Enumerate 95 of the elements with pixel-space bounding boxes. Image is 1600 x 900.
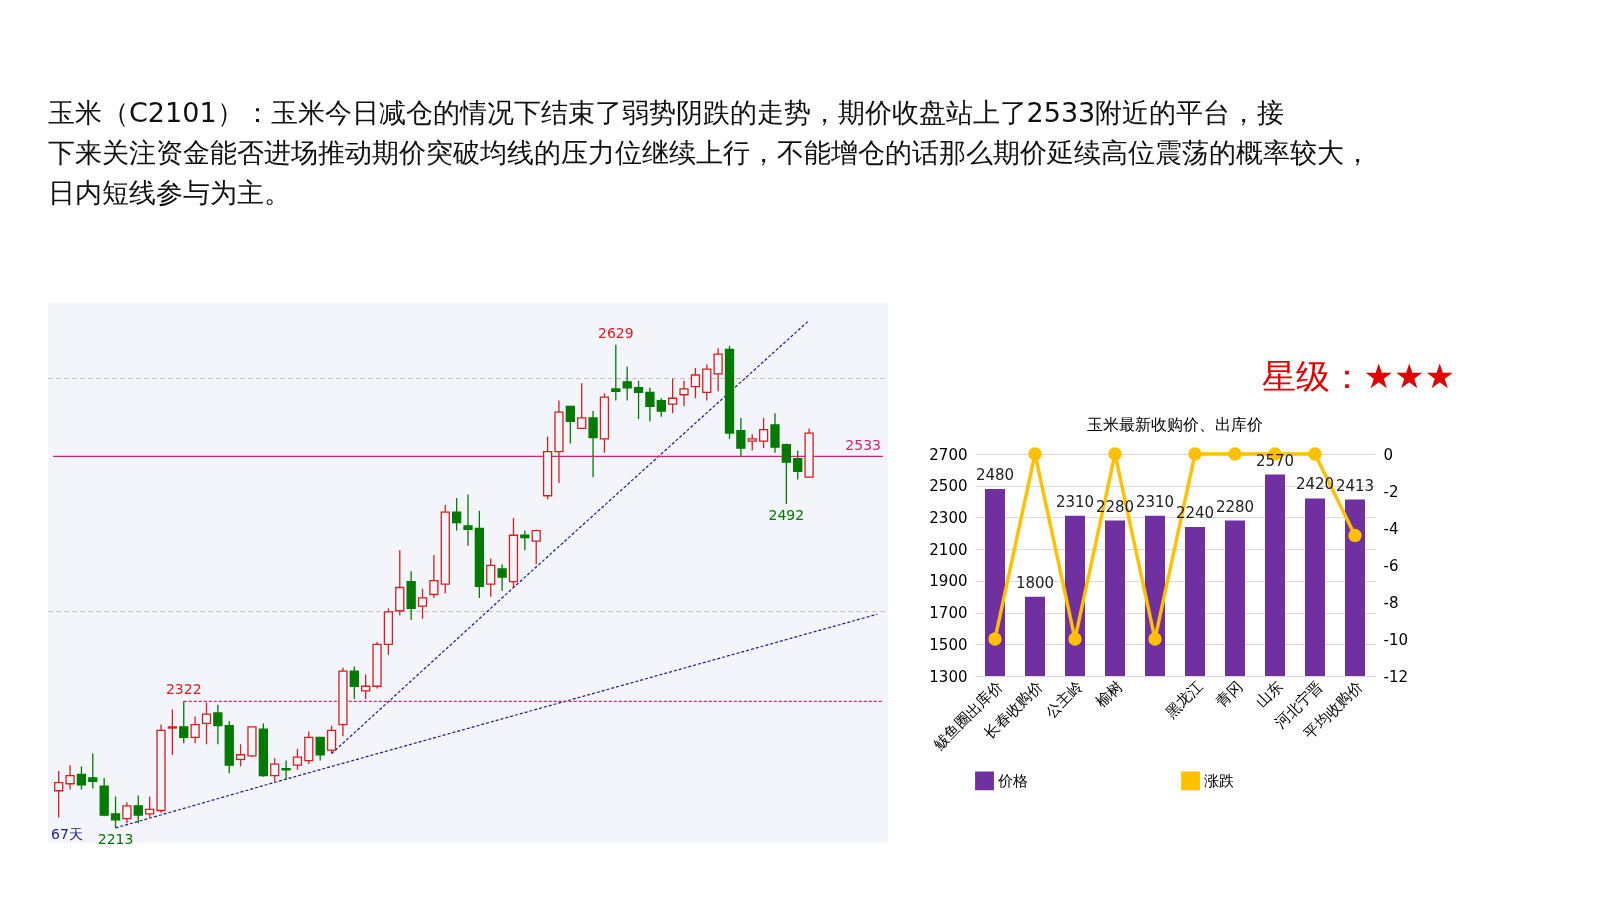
candlestick xyxy=(713,347,723,392)
candlestick xyxy=(690,367,701,399)
candlestick xyxy=(736,417,746,457)
y-tick-label: 2500 xyxy=(929,477,968,496)
y2-tick-label: -12 xyxy=(1383,667,1408,686)
y-tick-label: 2700 xyxy=(929,445,968,464)
legend-label: 价格 xyxy=(997,771,1028,790)
y-tick-label: 1500 xyxy=(929,635,968,654)
candlestick xyxy=(656,397,666,418)
x-tick-label: 青冈 xyxy=(1212,677,1247,712)
y-tick-label: 2100 xyxy=(929,540,968,559)
candlestick xyxy=(633,380,644,420)
candlestick xyxy=(292,748,303,771)
candlestick xyxy=(76,765,87,791)
data-label: 2413 xyxy=(1335,476,1375,495)
point xyxy=(1348,528,1362,543)
candlestick xyxy=(611,344,621,402)
data-label: 2480 xyxy=(975,465,1015,484)
y2-tick-label: -6 xyxy=(1383,556,1399,575)
y2-tick-label: -8 xyxy=(1383,593,1399,612)
point xyxy=(1068,632,1082,646)
ref-line-label: 2322 xyxy=(165,681,202,698)
candlestick xyxy=(167,708,178,756)
data-label: 2280 xyxy=(1215,497,1255,516)
candlestick xyxy=(622,366,632,402)
candlestick xyxy=(565,405,575,445)
point xyxy=(1108,447,1122,461)
candlestick xyxy=(758,417,769,449)
point xyxy=(1308,447,1322,461)
legend-label: 涨跌 xyxy=(1204,771,1234,790)
point xyxy=(1148,632,1162,646)
candlestick xyxy=(588,410,598,478)
y-tick-label: 1700 xyxy=(929,604,968,623)
candlestick xyxy=(304,730,314,765)
candlestick xyxy=(281,759,291,780)
candlestick xyxy=(463,493,473,547)
candlestick xyxy=(793,449,803,481)
y2-tick-label: -2 xyxy=(1383,482,1399,501)
candlestick xyxy=(679,380,689,407)
y2-tick-label: -10 xyxy=(1383,630,1408,649)
candlestick xyxy=(770,412,780,454)
point xyxy=(988,632,1002,646)
candlestick xyxy=(429,554,439,599)
candlestick xyxy=(110,795,121,829)
annotation: 2492 xyxy=(768,506,805,523)
candlestick xyxy=(531,528,541,565)
candlestick xyxy=(702,363,712,402)
candlestick xyxy=(133,794,143,824)
y-tick-label: 1300 xyxy=(929,667,968,686)
point xyxy=(1028,447,1042,461)
candlestick xyxy=(144,795,155,819)
data-label: 2310 xyxy=(1055,492,1095,511)
candlestick xyxy=(315,736,325,762)
candlestick xyxy=(88,752,98,790)
candlestick xyxy=(326,725,337,755)
y2-tick-label: -4 xyxy=(1383,519,1399,538)
candlestick xyxy=(451,497,462,532)
x-tick-label: 黑龙江 xyxy=(1161,677,1207,722)
candlestick xyxy=(577,382,587,430)
x-tick-label: 山东 xyxy=(1252,677,1287,712)
point xyxy=(1228,447,1242,461)
y-tick-label: 2300 xyxy=(929,508,968,527)
y-tick-label: 1900 xyxy=(929,572,968,591)
candlestick xyxy=(179,700,189,744)
y2-tick-label: 0 xyxy=(1383,445,1394,464)
candlestick xyxy=(270,757,280,783)
candlestick xyxy=(645,387,655,423)
candlestick xyxy=(213,704,223,745)
chart-title: 玉米（C2101）：玉米今日减仓的情况下结束了弱势阴跌的走势，期价收盘站上了2533附近的平台，接下来关注资金能否进场推动期价突破均线的压力位继续上行，不能增仓的话那么期价延续高位震荡的概率较大，日内短线参与为主。 xyxy=(48,97,1371,208)
candlestick xyxy=(668,377,678,414)
candlestick xyxy=(122,801,132,824)
annotation: 2213 xyxy=(97,830,134,847)
data-label: 1800 xyxy=(1015,573,1055,592)
x-tick-label: 榆树 xyxy=(1092,677,1127,712)
data-label: 2570 xyxy=(1255,451,1295,470)
candlestick xyxy=(54,770,64,819)
x-tick-label: 公主岭 xyxy=(1041,677,1087,722)
candlestick xyxy=(417,588,428,620)
data-label: 2310 xyxy=(1135,492,1175,511)
annotation: 2629 xyxy=(597,324,634,341)
annotation: 67天 xyxy=(51,826,83,842)
candlestick xyxy=(201,701,212,745)
ref-line-label: 2533 xyxy=(845,437,881,454)
candlestick xyxy=(781,442,792,505)
candlestick xyxy=(497,563,507,592)
candlestick xyxy=(235,743,246,767)
candlestick xyxy=(349,665,359,700)
chart-title: 玉米最新收购价、出库价 xyxy=(1087,415,1263,434)
point xyxy=(1188,447,1202,461)
candlestick xyxy=(361,673,371,700)
candlestick xyxy=(395,549,405,617)
candlestick xyxy=(65,764,75,791)
candlestick xyxy=(486,557,496,598)
text: 星级：★★★ xyxy=(1261,356,1455,396)
candlestick xyxy=(190,715,200,744)
